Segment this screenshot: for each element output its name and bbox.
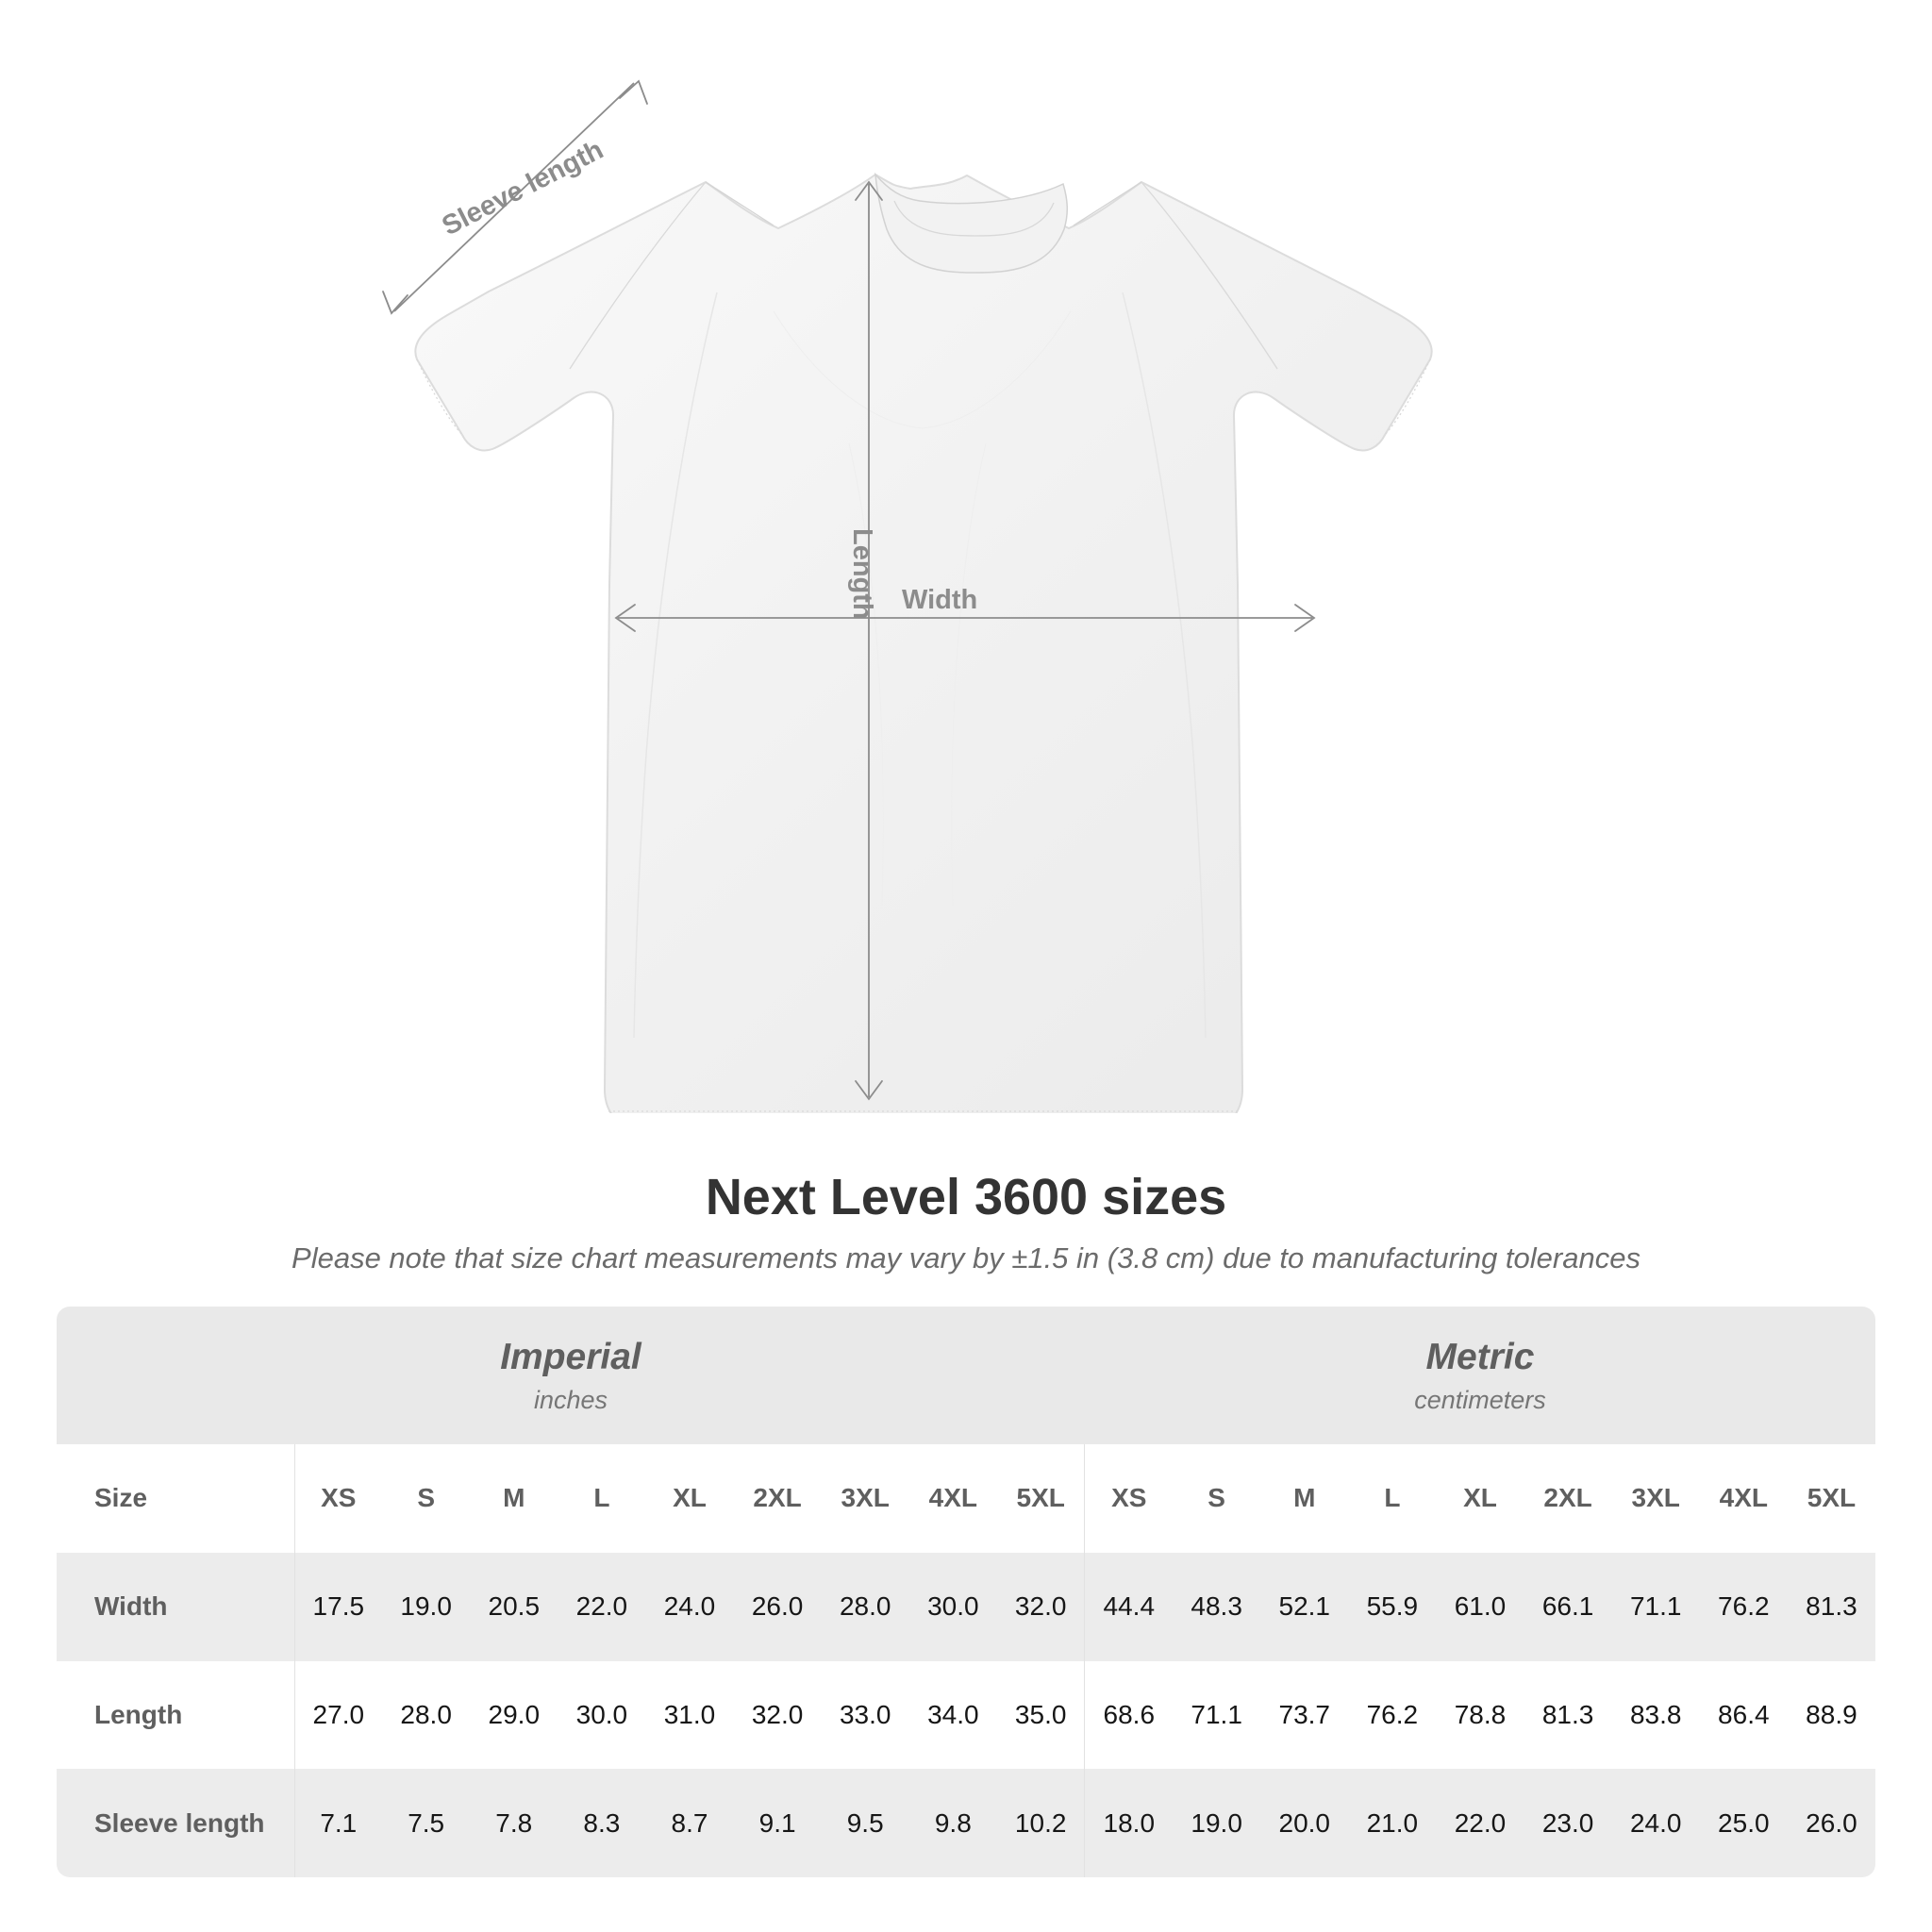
svg-text:Sleeve length: Sleeve length (438, 135, 608, 242)
svg-text:Length: Length (847, 528, 877, 620)
svg-text:Width: Width (902, 585, 977, 615)
